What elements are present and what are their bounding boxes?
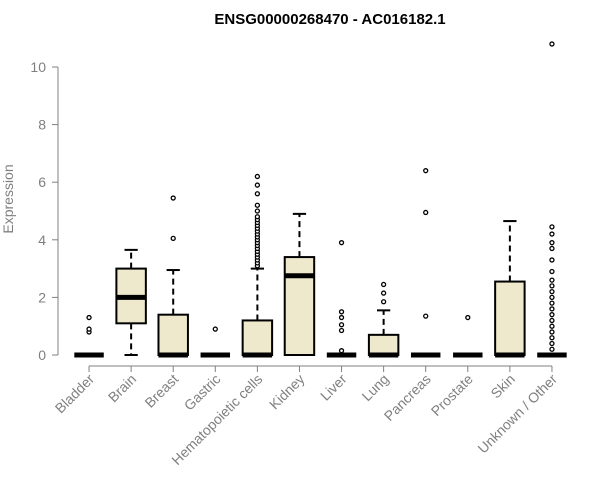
outlier-point: [338, 322, 345, 328]
box-bladder: [74, 314, 104, 358]
chart-title: ENSG00000268470 - AC016182.1: [214, 11, 445, 28]
outlier-point: [380, 299, 387, 305]
iqr-box: [157, 313, 189, 356]
outlier-point: [549, 257, 555, 263]
outlier-point: [549, 306, 555, 312]
outlier-point: [254, 202, 261, 208]
box-skin: [494, 220, 526, 358]
box-gastric: [200, 326, 231, 358]
outlier-point: [549, 224, 555, 230]
outlier-point: [338, 309, 345, 315]
y-tick-label: 4: [38, 232, 46, 248]
outlier-point: [254, 208, 261, 214]
y-tick-label: 6: [38, 174, 46, 190]
iqr-box: [241, 319, 274, 357]
outlier-point: [170, 235, 176, 242]
x-tick-label: Breast: [141, 371, 181, 411]
outlier-point: [86, 314, 92, 321]
box-pancreas: [410, 168, 441, 358]
outlier-point: [338, 327, 345, 334]
iqr-box: [283, 256, 316, 356]
x-tick-label: Liver: [317, 371, 350, 404]
outlier-point: [549, 329, 555, 335]
outlier-point: [549, 312, 555, 318]
outlier-point: [170, 195, 176, 201]
iqr-box: [367, 333, 400, 356]
box-liver: [326, 240, 357, 358]
y-tick-label: 8: [38, 117, 46, 133]
box-kidney: [283, 212, 316, 356]
x-tick-label: Brain: [105, 371, 139, 405]
outlier-point: [254, 173, 261, 180]
outlier-point: [254, 182, 261, 188]
iqr-box: [494, 280, 526, 356]
outlier-point: [380, 290, 387, 296]
outlier-point: [338, 348, 345, 354]
box-breast: [157, 195, 189, 358]
outlier-point: [423, 313, 429, 319]
outlier-point: [549, 231, 555, 237]
box-lung: [367, 281, 400, 358]
outlier-point: [338, 240, 345, 246]
outlier-point: [549, 240, 555, 246]
outlier-point: [254, 214, 261, 220]
boxes-layer: [74, 41, 567, 358]
x-tick-label: Unknown / Other: [474, 371, 560, 457]
outlier-point: [380, 281, 387, 288]
y-axis: 0 2 4 6 8 10: [30, 59, 59, 363]
outlier-point: [549, 323, 555, 329]
outlier-point: [549, 294, 555, 301]
y-tick-label: 0: [38, 347, 46, 363]
box-brain: [115, 248, 147, 356]
outlier-point: [549, 283, 555, 289]
outlier-point: [549, 288, 555, 295]
outlier-point: [465, 314, 471, 321]
outlier-point: [549, 41, 555, 47]
x-tick-label: Lung: [358, 371, 391, 404]
x-tick-label: Bladder: [52, 371, 98, 417]
outlier-point: [549, 346, 555, 352]
outlier-point: [549, 300, 555, 306]
y-axis-label: Expression: [0, 164, 16, 233]
outlier-point: [549, 335, 555, 341]
outlier-point: [423, 209, 429, 216]
outlier-point: [86, 326, 92, 332]
x-tick-label: Prostate: [428, 371, 476, 419]
outlier-point: [549, 340, 555, 347]
outlier-point: [338, 314, 345, 321]
outlier-point: [549, 268, 555, 275]
outlier-point: [254, 191, 261, 197]
box-unknown-other: [537, 41, 567, 358]
x-tick-label: Pancreas: [381, 371, 434, 424]
outlier-point: [423, 168, 429, 174]
outlier-point: [212, 326, 218, 332]
x-tick-label: Skin: [487, 371, 518, 402]
outlier-point: [549, 245, 555, 252]
box-prostate: [453, 314, 483, 358]
y-tick-label: 2: [38, 289, 46, 305]
x-tick-label: Kidney: [266, 371, 308, 413]
y-tick-label: 10: [30, 59, 46, 75]
outlier-point: [549, 317, 555, 324]
outlier-point: [549, 277, 555, 283]
box-hematopoietic-cells: [241, 173, 274, 358]
